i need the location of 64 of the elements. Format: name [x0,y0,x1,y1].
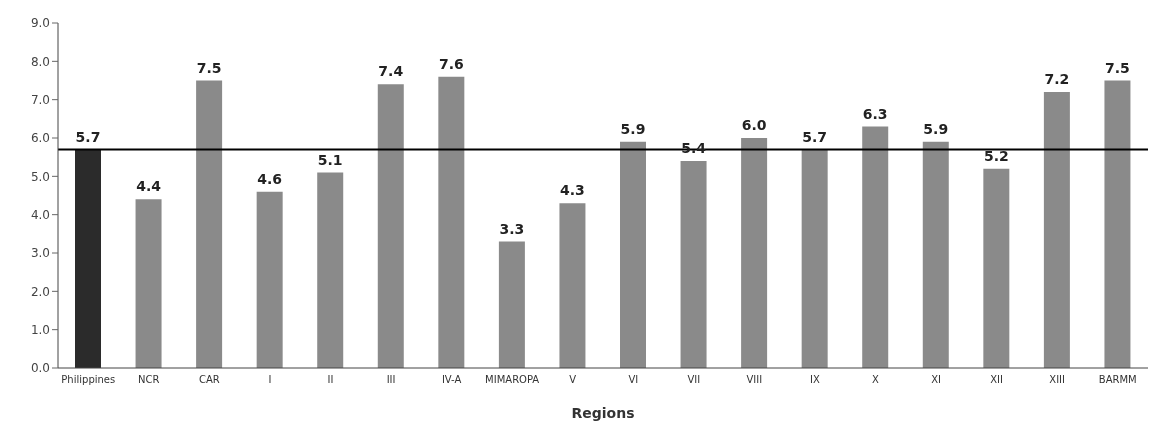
x-tick-label: VI [628,374,639,386]
data-label: 6.3 [862,105,888,122]
bar [438,76,465,368]
data-label: 7.6 [438,55,464,72]
x-tick-label: MIMAROPA [485,374,540,386]
bar [620,141,646,368]
x-axis-title: Regions [571,405,635,421]
bar [559,203,586,368]
data-label: 7.5 [196,59,222,76]
x-tick-label: Philippines [61,374,116,386]
x-tick-label: XI [931,374,941,386]
data-label: 3.3 [499,220,525,237]
y-tick-label: 1.0 [30,322,50,337]
y-tick-label: 7.0 [30,92,50,107]
data-label: 5.1 [317,151,343,168]
data-label: 5.9 [620,120,646,137]
data-label: 5.2 [983,147,1009,164]
x-tick-label: CAR [199,374,220,386]
bar [196,80,223,368]
x-tick-label: I [268,374,272,386]
bar [741,138,768,368]
bar [135,199,162,368]
x-tick-label: VIII [746,374,763,386]
y-tick-label: 4.0 [30,207,50,222]
y-tick-label: 8.0 [30,54,50,69]
bar [983,168,1010,368]
x-tick-label: IX [810,374,820,386]
x-tick-label: X [872,374,880,386]
data-label: 7.2 [1044,71,1070,87]
y-tick-label: 6.0 [30,131,50,146]
data-label: 7.4 [378,63,404,80]
data-label: 5.9 [923,120,949,137]
data-label: 4.6 [257,170,283,187]
x-tick-label: V [569,374,577,386]
bar [680,161,707,368]
x-tick-label: IV-A [441,374,462,386]
data-label: 5.7 [75,128,101,145]
bar [377,84,404,368]
x-tick-label: BARMM [1098,374,1137,386]
x-tick-label: NCR [138,374,160,386]
y-tick-label: 3.0 [30,246,50,261]
bar [1043,92,1070,368]
x-tick-label: II [327,374,334,386]
data-label: 4.4 [136,178,162,195]
x-tick-label: VII [687,374,701,386]
y-tick-label: 2.0 [30,284,50,299]
x-tick-label: XIII [1049,374,1066,386]
bar [498,241,525,368]
bar [317,172,344,368]
y-tick-label: 9.0 [30,16,50,31]
bar [801,149,828,368]
bar [256,191,283,368]
data-label: 6.0 [741,117,767,133]
x-tick-label: III [386,374,396,386]
bar [75,149,101,368]
bar [922,141,949,368]
data-label: 4.3 [560,182,585,199]
y-tick-label: 0.0 [30,361,50,376]
x-tick-label: XII [990,374,1003,386]
data-label: 7.5 [1105,59,1130,76]
bar [1104,80,1131,368]
data-label: 5.7 [802,128,828,145]
bar [862,126,889,368]
y-tick-label: 5.0 [30,169,50,184]
